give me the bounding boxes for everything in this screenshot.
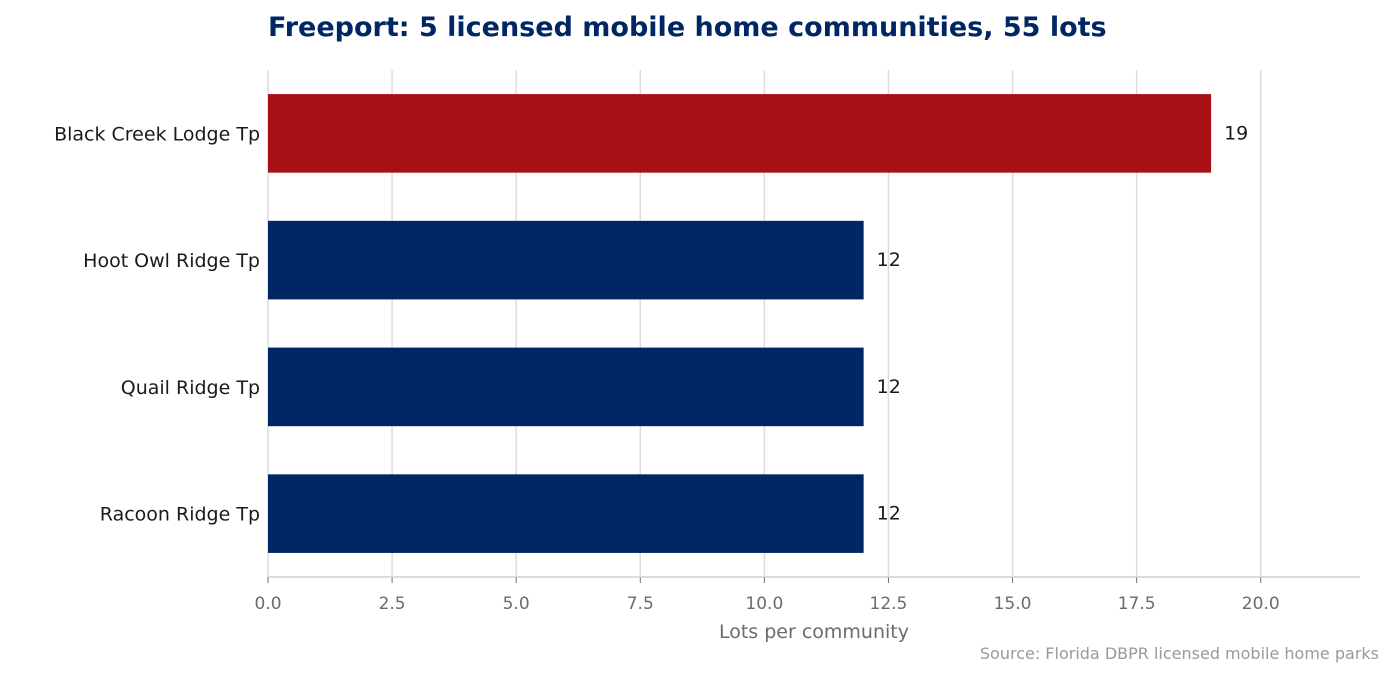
value-label: 12 <box>877 249 901 271</box>
category-label: Quail Ridge Tp <box>121 377 260 399</box>
category-label: Racoon Ridge Tp <box>100 504 260 526</box>
x-tick-label: 5.0 <box>503 594 530 614</box>
source-note: Source: Florida DBPR licensed mobile hom… <box>979 644 1379 663</box>
category-labels: Black Creek Lodge Tp Hoot Owl Ridge Tp Qua… <box>54 123 260 525</box>
bar <box>268 474 864 553</box>
x-axis-title: Lots per community <box>719 621 909 643</box>
value-label: 19 <box>1224 122 1248 144</box>
x-tick-label: 10.0 <box>745 594 783 614</box>
bar <box>268 347 864 427</box>
x-tick-label: 0.0 <box>254 594 281 614</box>
x-tick-label: 15.0 <box>994 594 1032 614</box>
value-label: 12 <box>877 503 901 525</box>
bar <box>268 94 1212 173</box>
x-tick-label: 20.0 <box>1242 594 1280 614</box>
chart-title: Freeport: 5 licensed mobile home communi… <box>268 12 1107 43</box>
category-label: Black Creek Lodge Tp <box>54 123 260 145</box>
x-tick-label: 2.5 <box>379 594 406 614</box>
x-tick-label: 17.5 <box>1118 594 1156 614</box>
x-axis: 0.0 2.5 5.0 7.5 10.0 12.5 15.0 17.5 20.0 <box>254 576 1360 614</box>
value-label: 12 <box>877 376 901 398</box>
category-label: Hoot Owl Ridge Tp <box>83 250 260 272</box>
x-tick-label: 12.5 <box>870 594 908 614</box>
value-labels: 19 12 12 12 <box>877 122 1249 524</box>
bars <box>268 94 1212 553</box>
x-tick-label: 7.5 <box>627 594 654 614</box>
bar <box>268 220 864 300</box>
